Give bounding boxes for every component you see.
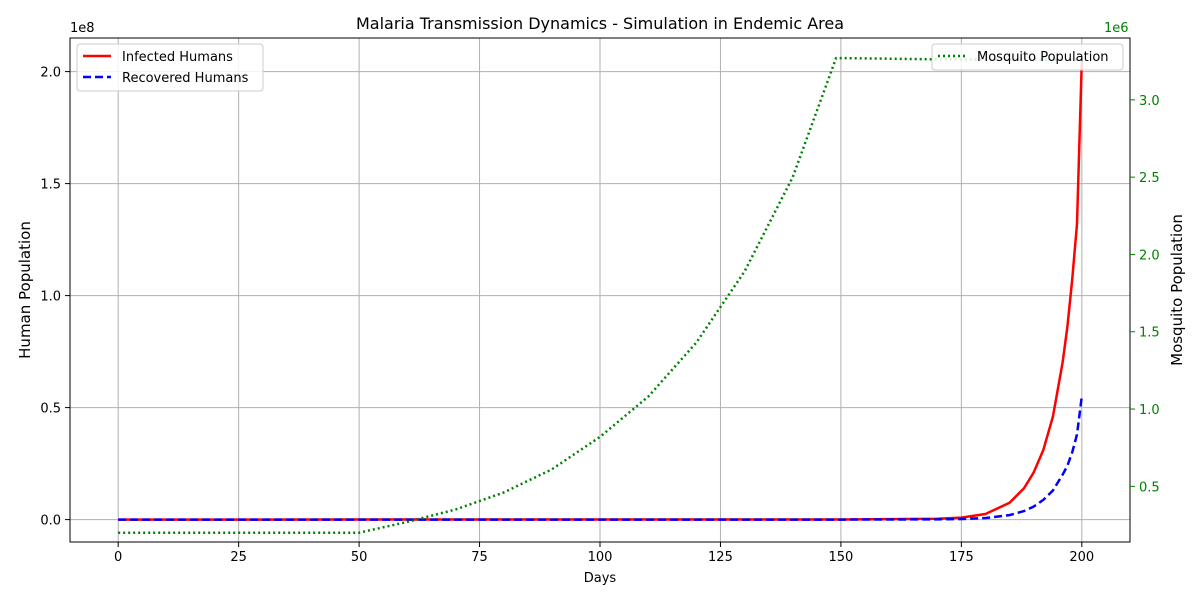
x-axis-label: Days [584, 571, 617, 586]
y-axis-left: 0.0 0.5 1.0 1.5 2.0 [40, 66, 70, 529]
chart-title: Malaria Transmission Dynamics - Simulati… [356, 14, 844, 33]
y-left-tick-label: 2.0 [40, 66, 61, 81]
x-tick-label: 100 [588, 550, 613, 565]
y-right-tick-label: 1.5 [1139, 326, 1160, 341]
y-axis-left-offset: 1e8 [70, 21, 95, 36]
y-right-tick-label: 2.5 [1139, 171, 1160, 186]
x-tick-label: 150 [828, 550, 853, 565]
y-right-tick-label: 2.0 [1139, 248, 1160, 263]
y-left-tick-label: 1.5 [40, 178, 61, 193]
y-left-tick-label: 1.0 [40, 290, 61, 305]
x-tick-label: 50 [351, 550, 368, 565]
y-axis-left-label: Human Population [16, 221, 34, 359]
series-line-recovered-humans [118, 396, 1084, 521]
x-tick-label: 25 [230, 550, 247, 565]
y-right-tick-label: 1.0 [1139, 403, 1160, 418]
y-left-tick-label: 0.0 [40, 514, 61, 529]
series-line-infected-humans [118, 60, 1084, 521]
legend-left-box [76, 43, 264, 92]
x-tick-label: 125 [708, 550, 733, 565]
legend-right-box [931, 43, 1124, 71]
legend-label-recovered: Recovered Humans [122, 71, 249, 86]
legend-label-mosquito: Mosquito Population [977, 50, 1109, 65]
legend-left: Infected Humans Recovered Humans [76, 43, 264, 92]
legend-right: Mosquito Population [931, 43, 1124, 71]
y-right-tick-label: 0.5 [1139, 480, 1160, 495]
x-tick-label: 200 [1069, 550, 1094, 565]
y-axis-right-offset: 1e6 [1104, 21, 1129, 36]
y-right-tick-label: 3.0 [1139, 94, 1160, 109]
y-axis-right: 0.5 1.0 1.5 2.0 2.5 3.0 [1130, 94, 1160, 495]
series-line-mosquito-population [118, 56, 1082, 534]
y-left-tick-label: 0.5 [40, 402, 61, 417]
series-layer [118, 56, 1084, 534]
legend-label-infected: Infected Humans [122, 50, 233, 65]
x-tick-label: 0 [114, 550, 122, 565]
x-tick-label: 175 [949, 550, 974, 565]
x-axis: 0 25 50 75 100 125 150 175 200 [114, 542, 1094, 565]
y-axis-right-label: Mosquito Population [1168, 214, 1186, 366]
x-tick-label: 75 [471, 550, 488, 565]
